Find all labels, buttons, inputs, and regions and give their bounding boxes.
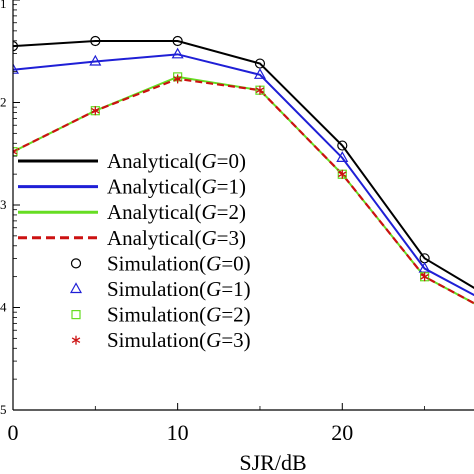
data-point-7-stroke: [91, 107, 100, 114]
data-point-7-stroke: [173, 76, 182, 82]
data-point-4: [13, 41, 19, 52]
legend: Analytical(G=0)Analytical(G=1)Analytical…: [18, 149, 251, 352]
legend-item: Simulation(G=3): [71, 328, 251, 352]
y-axis: 1 2 3 4 5: [0, 0, 20, 417]
legend-marker: [70, 258, 82, 269]
data-point-7: [91, 106, 100, 116]
data-point-4: [90, 35, 101, 47]
legend-item: Simulation(G=1): [69, 277, 251, 301]
legend-label: Simulation(G=3): [107, 328, 251, 352]
x-tick-label: 20: [331, 420, 353, 445]
legend-label: Analytical(G=2): [107, 200, 246, 224]
plot-area: [13, 35, 474, 305]
x-tick-label: 0: [8, 420, 19, 445]
legend-marker-stroke: [71, 337, 81, 344]
x-axis: 0 10 20: [8, 403, 474, 445]
data-point-5: [13, 62, 20, 74]
legend-item: Analytical(G=2): [18, 200, 246, 224]
legend-item: Analytical(G=1): [18, 175, 246, 199]
y-tick-label: 3: [0, 197, 7, 212]
data-point-7: [255, 85, 265, 95]
data-point-4: [337, 140, 348, 151]
legend-label: Simulation(G=0): [107, 251, 251, 275]
data-point-7-stroke: [338, 171, 347, 178]
y-tick-label: 5: [0, 402, 7, 417]
legend-item: Analytical(G=0): [18, 149, 246, 173]
data-point-7-stroke: [255, 87, 265, 94]
data-point-7-stroke: [420, 273, 429, 280]
x-tick-label: 10: [167, 420, 189, 445]
data-point-7: [420, 272, 429, 282]
x-axis-label: SJR/dB: [239, 450, 306, 474]
data-point-5: [336, 151, 349, 162]
legend-marker: [69, 282, 83, 294]
legend-item: Simulation(G=2): [71, 303, 251, 327]
legend-item: Simulation(G=0): [70, 251, 251, 275]
data-point-7: [338, 169, 347, 179]
data-point-4: [254, 58, 266, 69]
legend-label: Analytical(G=3): [107, 226, 246, 250]
data-point-7: [173, 74, 182, 84]
legend-label: Analytical(G=0): [107, 149, 246, 173]
data-point-5: [171, 47, 184, 59]
legend-label: Simulation(G=1): [107, 277, 251, 301]
legend-marker: [71, 310, 81, 320]
data-point-5: [253, 68, 266, 79]
legend-label: Analytical(G=1): [107, 175, 246, 199]
legend-item: Analytical(G=3): [18, 226, 246, 250]
series-line-1: [13, 53, 474, 297]
data-point-5: [89, 54, 102, 66]
series-line-0: [13, 40, 474, 289]
plot-content: [13, 35, 474, 305]
data-point-6: [13, 147, 18, 157]
y-tick-label: 4: [0, 300, 7, 315]
y-tick-label: 2: [0, 95, 7, 110]
data-point-4: [172, 35, 183, 47]
y-tick-label: 1: [0, 0, 7, 11]
data-point-5: [418, 261, 431, 273]
legend-label: Simulation(G=2): [107, 303, 251, 327]
legend-marker: [71, 335, 81, 345]
